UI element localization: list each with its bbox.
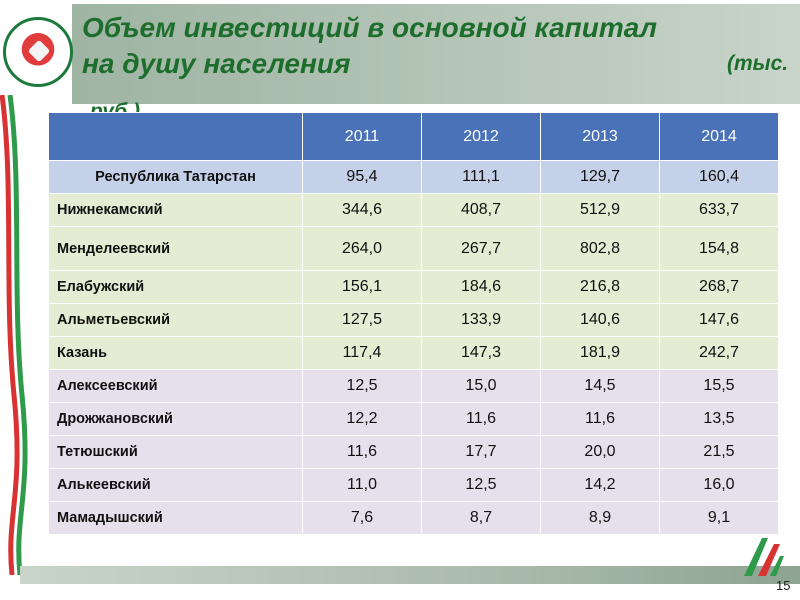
value-cell: 512,9: [540, 193, 660, 227]
value-cell: 14,5: [540, 369, 660, 403]
title-line-2: на душу населения: [82, 48, 351, 79]
header-cell: 2014: [659, 112, 779, 161]
value-cell: 129,7: [540, 160, 660, 194]
green-ribbon-logo-icon: [744, 538, 784, 576]
header-cell: [48, 112, 303, 161]
row-label: Алькеевский: [48, 468, 303, 502]
tatarstan-emblem-icon: [3, 17, 73, 87]
value-cell: 7,6: [302, 501, 422, 535]
value-cell: 13,5: [659, 402, 779, 436]
table-row: Тетюшский 11,6 17,7 20,0 21,5: [48, 435, 779, 469]
table-row: Алькеевский 11,0 12,5 14,2 16,0: [48, 468, 779, 502]
value-cell: 111,1: [421, 160, 541, 194]
title-unit: (тыс.: [727, 52, 789, 75]
table-header-row: 2011 2012 2013 2014: [48, 112, 779, 161]
row-label: Республика Татарстан: [48, 160, 303, 194]
value-cell: 15,0: [421, 369, 541, 403]
header-cell: 2013: [540, 112, 660, 161]
header-cell: 2012: [421, 112, 541, 161]
value-cell: 11,0: [302, 468, 422, 502]
table-row: Нижнекамский 344,6 408,7 512,9 633,7: [48, 193, 779, 227]
table-row: Казань 117,4 147,3 181,9 242,7: [48, 336, 779, 370]
value-cell: 95,4: [302, 160, 422, 194]
value-cell: 140,6: [540, 303, 660, 337]
header-cell: 2011: [302, 112, 422, 161]
value-cell: 267,7: [421, 226, 541, 271]
row-label: Елабужский: [48, 270, 303, 304]
page-number: 15: [776, 578, 791, 593]
value-cell: 11,6: [540, 402, 660, 436]
footer-bar: [20, 566, 800, 584]
value-cell: 216,8: [540, 270, 660, 304]
value-cell: 133,9: [421, 303, 541, 337]
row-label: Нижнекамский: [48, 193, 303, 227]
value-cell: 11,6: [302, 435, 422, 469]
value-cell: 8,7: [421, 501, 541, 535]
table-row: Елабужский 156,1 184,6 216,8 268,7: [48, 270, 779, 304]
row-label: Дрожжановский: [48, 402, 303, 436]
value-cell: 11,6: [421, 402, 541, 436]
decorative-ribbon-icon: [0, 95, 28, 575]
table-row: Альметьевский 127,5 133,9 140,6 147,6: [48, 303, 779, 337]
value-cell: 127,5: [302, 303, 422, 337]
value-cell: 8,9: [540, 501, 660, 535]
table-row: Дрожжановский 12,2 11,6 11,6 13,5: [48, 402, 779, 436]
row-label: Казань: [48, 336, 303, 370]
row-label: Тетюшский: [48, 435, 303, 469]
value-cell: 160,4: [659, 160, 779, 194]
value-cell: 20,0: [540, 435, 660, 469]
value-cell: 344,6: [302, 193, 422, 227]
value-cell: 181,9: [540, 336, 660, 370]
title-bar: [72, 4, 800, 104]
value-cell: 14,2: [540, 468, 660, 502]
value-cell: 802,8: [540, 226, 660, 271]
value-cell: 147,3: [421, 336, 541, 370]
value-cell: 154,8: [659, 226, 779, 271]
title-line-1: Объем инвестиций в основной капитал: [82, 12, 658, 43]
value-cell: 12,2: [302, 402, 422, 436]
row-label: Менделеевский: [48, 226, 303, 271]
value-cell: 264,0: [302, 226, 422, 271]
value-cell: 15,5: [659, 369, 779, 403]
table-row: Мамадышский 7,6 8,7 8,9 9,1: [48, 501, 779, 535]
value-cell: 147,6: [659, 303, 779, 337]
value-cell: 9,1: [659, 501, 779, 535]
page-title: Объем инвестиций в основной капитал на д…: [82, 10, 800, 123]
value-cell: 12,5: [421, 468, 541, 502]
table-row: Республика Татарстан 95,4 111,1 129,7 16…: [48, 160, 779, 194]
value-cell: 156,1: [302, 270, 422, 304]
value-cell: 268,7: [659, 270, 779, 304]
value-cell: 21,5: [659, 435, 779, 469]
value-cell: 16,0: [659, 468, 779, 502]
row-label: Альметьевский: [48, 303, 303, 337]
row-label: Алексеевский: [48, 369, 303, 403]
value-cell: 408,7: [421, 193, 541, 227]
investment-table: 2011 2012 2013 2014 Республика Татарстан…: [48, 112, 779, 535]
table-row: Менделеевский 264,0 267,7 802,8 154,8: [48, 226, 779, 271]
value-cell: 17,7: [421, 435, 541, 469]
value-cell: 12,5: [302, 369, 422, 403]
value-cell: 184,6: [421, 270, 541, 304]
table-row: Алексеевский 12,5 15,0 14,5 15,5: [48, 369, 779, 403]
value-cell: 117,4: [302, 336, 422, 370]
value-cell: 242,7: [659, 336, 779, 370]
emblem-core: [11, 25, 65, 79]
row-label: Мамадышский: [48, 501, 303, 535]
value-cell: 633,7: [659, 193, 779, 227]
